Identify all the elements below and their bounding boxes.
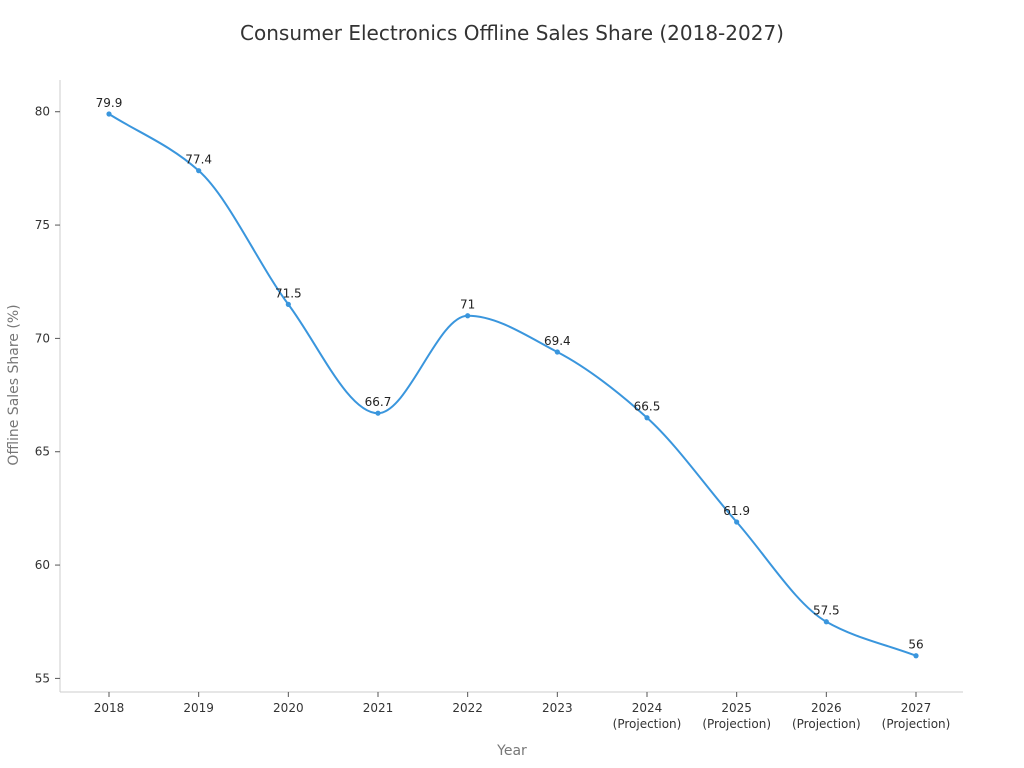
data-label: 66.7: [365, 395, 392, 409]
data-label: 66.5: [634, 400, 661, 414]
data-label: 77.4: [185, 153, 212, 167]
x-tick-label: 2027: [901, 701, 932, 715]
data-label: 71.5: [275, 286, 302, 300]
y-axis-ticks: 55 60 65 70 75 80: [35, 105, 60, 685]
x-tick-label: 2026: [811, 701, 842, 715]
data-points: [106, 111, 919, 659]
y-tick-label: 70: [35, 331, 50, 345]
series-line: [108, 113, 917, 657]
data-point: [734, 519, 740, 525]
data-point: [106, 111, 112, 117]
x-tick-note: (Projection): [613, 717, 682, 731]
data-label: 79.9: [96, 96, 123, 110]
data-label: 56: [908, 638, 923, 652]
data-label: 69.4: [544, 334, 571, 348]
data-label: 71: [460, 298, 475, 312]
data-label: 57.5: [813, 604, 840, 618]
data-point: [196, 168, 202, 174]
x-tick-label: 2019: [183, 701, 214, 715]
data-label: 61.9: [723, 504, 750, 518]
data-point: [285, 301, 291, 307]
y-tick-label: 65: [35, 445, 50, 459]
data-point: [913, 653, 919, 659]
x-tick-note: (Projection): [882, 717, 951, 731]
x-tick-note: (Projection): [792, 717, 861, 731]
x-tick-label: 2018: [94, 701, 125, 715]
data-point: [554, 349, 560, 355]
data-point: [644, 415, 650, 421]
data-point: [823, 619, 829, 625]
x-axis-label: Year: [496, 743, 527, 759]
y-tick-label: 80: [35, 105, 50, 119]
y-tick-label: 55: [35, 671, 50, 685]
data-point: [465, 313, 471, 319]
x-tick-label: 2024: [632, 701, 663, 715]
data-point: [375, 410, 381, 416]
x-tick-note: (Projection): [702, 717, 771, 731]
data-labels: 79.9 77.4 71.5 66.7 71 69.4 66.5 61.9 57.5 56: [96, 96, 924, 652]
y-tick-label: 60: [35, 558, 50, 572]
y-tick-label: 75: [35, 218, 50, 232]
chart-title: Consumer Electronics Offline Sales Share…: [240, 21, 784, 45]
x-tick-label: 2023: [542, 701, 573, 715]
x-tick-label: 2025: [721, 701, 752, 715]
x-axis-ticks: 2018 2019 2020 2021 2022 2023 2024 (Projection)…: [94, 692, 951, 731]
x-tick-label: 2022: [452, 701, 483, 715]
x-tick-label: 2020: [273, 701, 304, 715]
y-axis-label: Offline Sales Share (%): [6, 304, 22, 465]
x-tick-label: 2021: [363, 701, 394, 715]
